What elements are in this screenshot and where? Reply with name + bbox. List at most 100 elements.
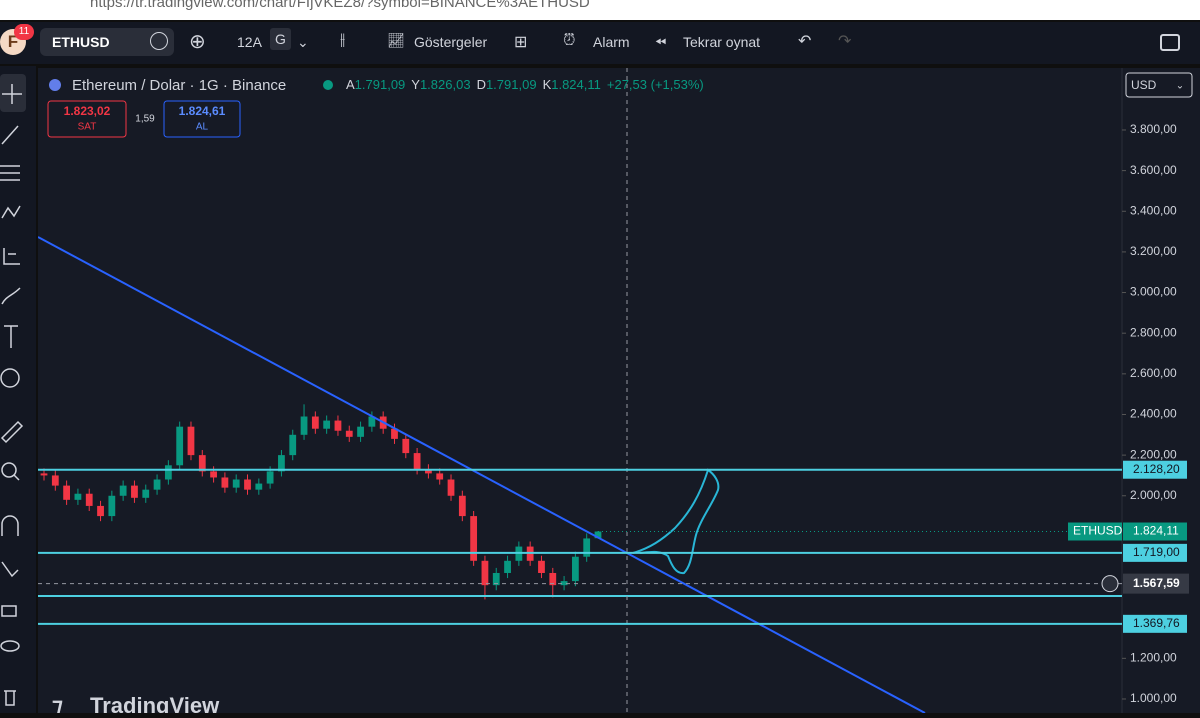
candle-body xyxy=(63,485,71,500)
candle-body xyxy=(210,471,217,478)
interval[interactable]: 12A xyxy=(237,34,262,50)
candle-body xyxy=(153,479,161,490)
ohlc-value: 1.826,03 xyxy=(420,77,471,92)
trendline-tool[interactable] xyxy=(1,125,19,145)
lock-drawing-tool[interactable] xyxy=(1,561,19,578)
candle-body xyxy=(492,572,500,586)
visibility-tool[interactable] xyxy=(0,640,20,652)
symbol-icon xyxy=(150,32,168,50)
watermark: TradingView xyxy=(90,693,220,713)
ohlc-change: +27,53 (+1,53%) xyxy=(607,77,704,92)
ohlc-value: 1.824,11 xyxy=(551,77,601,92)
candle-body xyxy=(221,477,229,488)
price-tick-label: 3.800,00 xyxy=(1130,122,1177,136)
tool-active-bg xyxy=(0,74,26,112)
candle-body xyxy=(538,560,545,573)
crosshair-tool[interactable] xyxy=(2,84,22,104)
zoom-tool[interactable] xyxy=(1,462,17,478)
candle-body xyxy=(504,560,511,573)
text-tool[interactable] xyxy=(4,325,18,348)
fullscreen-button[interactable] xyxy=(1160,34,1180,51)
add-alert-button[interactable] xyxy=(1101,575,1119,593)
level-label: 2.128,20 xyxy=(1133,462,1180,476)
ohlc-key: Y xyxy=(411,77,420,92)
indicators-button[interactable]: Göstergeler xyxy=(414,34,488,50)
buy-price: 1.824,61 xyxy=(179,104,226,118)
crosshair-label-bg xyxy=(1123,573,1189,594)
candle-body xyxy=(74,493,82,500)
alert-button[interactable]: Alarm xyxy=(593,34,630,50)
candle-body xyxy=(594,531,602,539)
candle-body xyxy=(232,479,240,488)
price-tick-label: 2.400,00 xyxy=(1130,407,1177,421)
replay-icon: ⏪︎ xyxy=(655,34,667,50)
candle-body xyxy=(300,416,308,435)
candle-body xyxy=(108,495,116,517)
candle-body xyxy=(391,428,398,439)
trend-line[interactable] xyxy=(38,236,926,713)
candle-body xyxy=(85,493,93,506)
currency-select[interactable] xyxy=(1125,72,1193,98)
chart-type-button[interactable]: ⫲ xyxy=(340,31,346,48)
chart[interactable]: 2.128,20 1.719,00 1.369,76 ETHUSD 1.824,11 1.… xyxy=(38,66,1200,713)
redo-button[interactable]: ↷ xyxy=(838,33,852,50)
watermark-logo: ⁊ xyxy=(52,693,63,713)
address-bar[interactable]: https://tr.tradingview.com/chart/FIjVKEZ… xyxy=(0,0,1200,20)
level-label-bg xyxy=(1123,543,1187,562)
ohlc-key: K xyxy=(543,77,552,92)
icon-tool[interactable] xyxy=(0,368,20,388)
sell-price: 1.823,02 xyxy=(64,104,111,118)
level-label-bg xyxy=(1123,460,1187,479)
top-toolbar: F 11 ETHUSD ⊕ 12A G ⌄ ⫲ 📈︎ Göstergeler ⊞… xyxy=(0,22,1200,64)
candle-body xyxy=(357,426,364,437)
symbol-search[interactable]: ETHUSD xyxy=(40,28,174,56)
ruler-tool[interactable] xyxy=(0,420,24,444)
sell-button[interactable] xyxy=(47,100,127,138)
drawing-tools xyxy=(0,74,26,706)
ohlc-value: 1.791,09 xyxy=(355,77,406,92)
candle-body xyxy=(131,485,138,498)
magnet-tool[interactable] xyxy=(1,515,19,536)
projection-tool[interactable] xyxy=(3,248,20,265)
candle-body xyxy=(176,426,184,466)
spread: 1,59 xyxy=(135,114,155,125)
level-label: 1.719,00 xyxy=(1133,545,1180,559)
candle-body xyxy=(51,475,59,486)
replay-button[interactable]: Tekrar oynat xyxy=(683,34,761,50)
hand-drawn-path[interactable] xyxy=(632,468,720,575)
candle-body xyxy=(187,426,195,456)
brush-tool[interactable] xyxy=(1,287,21,305)
candle-body xyxy=(583,538,591,557)
price-tick-label: 1.200,00 xyxy=(1130,651,1177,665)
chart-pane xyxy=(38,68,1122,713)
candle-body xyxy=(142,489,150,498)
legend-title: Ethereum / Dolar · 1G · Binance xyxy=(72,77,286,94)
compare-button[interactable]: ⊕ xyxy=(189,31,206,53)
interval-unit[interactable]: G xyxy=(270,28,291,50)
overlays: 2.128,20 1.719,00 1.369,76 ETHUSD 1.824,11 1.… xyxy=(38,460,1189,633)
lock-tool[interactable] xyxy=(1,605,17,617)
last-price-symbol-bg xyxy=(1068,522,1122,541)
undo-button[interactable]: ↶ xyxy=(798,33,812,50)
candle-body xyxy=(119,485,127,496)
layouts-button[interactable]: ⊞ xyxy=(514,34,528,51)
alert-icon: ⏰︎ xyxy=(563,32,576,49)
drawings xyxy=(38,68,1122,713)
level-label: 1.369,76 xyxy=(1133,616,1180,630)
candle-body xyxy=(255,483,263,490)
fib-tool[interactable] xyxy=(0,165,20,181)
market-status xyxy=(323,80,333,90)
symbol: ETHUSD xyxy=(52,34,110,50)
price-tick-label: 2.200,00 xyxy=(1130,447,1177,461)
candle-body xyxy=(425,469,432,474)
interval-dropdown[interactable]: ⌄ xyxy=(297,34,309,50)
candle-body xyxy=(345,430,353,437)
candle-body xyxy=(40,473,48,476)
delete-tool[interactable] xyxy=(4,690,16,706)
candle-body xyxy=(311,416,319,429)
price-tick-label: 3.200,00 xyxy=(1130,244,1177,258)
pattern-tool[interactable] xyxy=(1,205,21,219)
currency: USD xyxy=(1131,78,1157,92)
candle-body xyxy=(458,495,466,517)
buy-button[interactable] xyxy=(163,100,241,138)
